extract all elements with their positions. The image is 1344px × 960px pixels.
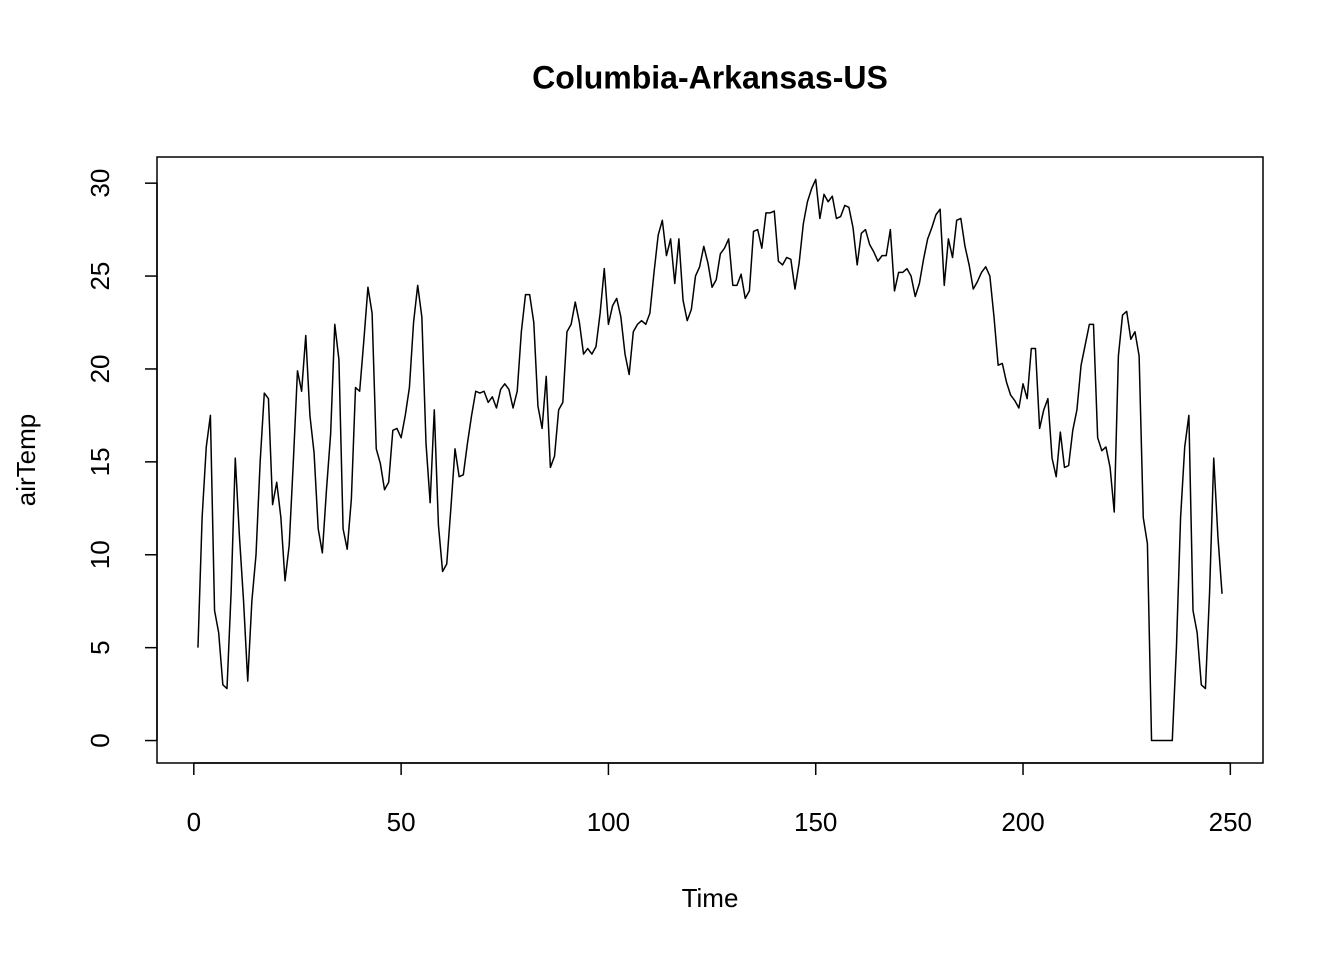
data-line: [197, 178, 1223, 742]
y-tick-label: 15: [85, 447, 115, 476]
y-tick-label: 0: [85, 733, 115, 747]
x-tick-label: 50: [387, 807, 416, 837]
x-tick-label: 250: [1209, 807, 1252, 837]
x-tick-label: 100: [587, 807, 630, 837]
x-tick-label: 200: [1001, 807, 1044, 837]
x-tick-label: 150: [794, 807, 837, 837]
x-axis-label: Time: [682, 883, 739, 913]
chart-title: Columbia-Arkansas-US: [532, 59, 888, 95]
x-tick-label: 0: [187, 807, 201, 837]
y-tick-label: 10: [85, 540, 115, 569]
y-tick-label: 30: [85, 169, 115, 198]
y-axis-label: airTemp: [11, 414, 41, 506]
y-tick-label: 25: [85, 262, 115, 291]
y-tick-label: 5: [85, 640, 115, 654]
y-tick-label: 20: [85, 354, 115, 383]
